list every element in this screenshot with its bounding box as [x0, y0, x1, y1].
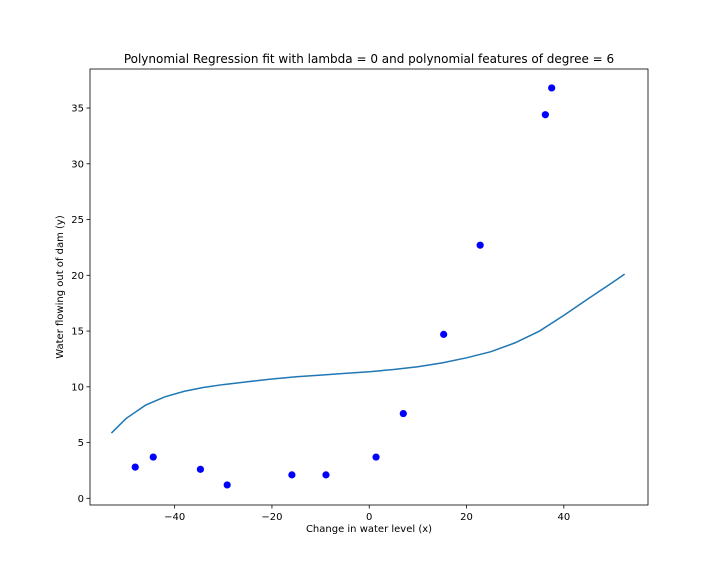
plot-area: −40 −20 0 20 40 0 5 10 15 20 25 30 35	[71, 68, 649, 523]
data-point	[149, 453, 157, 461]
y-tick-label: 35	[71, 104, 84, 115]
y-tick-label: 0	[78, 494, 84, 505]
data-point	[440, 330, 448, 338]
x-axis-ticks: −40 −20 0 20 40	[164, 505, 570, 523]
y-axis-label: Water flowing out of dam (y)	[55, 215, 66, 359]
data-point	[541, 111, 549, 119]
y-tick-label: 20	[71, 271, 84, 282]
chart-title: Polynomial Regression fit with lambda = …	[124, 52, 614, 66]
data-point	[476, 241, 484, 249]
data-points-layer	[131, 84, 556, 489]
y-tick-label: 10	[71, 382, 84, 393]
y-tick-label: 5	[78, 438, 84, 449]
data-point	[223, 481, 231, 489]
y-tick-label: 25	[71, 215, 84, 226]
data-point	[322, 471, 330, 479]
data-point	[399, 409, 407, 418]
fit-curve	[110, 273, 626, 434]
y-tick-label: 15	[71, 327, 84, 338]
data-point	[131, 463, 139, 471]
data-point	[288, 471, 296, 479]
x-tick-label: 20	[460, 512, 473, 523]
x-tick-label: 40	[557, 512, 570, 523]
x-axis-label: Change in water level (x)	[306, 524, 432, 535]
x-tick-label: 0	[366, 512, 372, 523]
y-tick-label: 30	[71, 159, 84, 170]
y-axis-ticks: 0 5 10 15 20 25 30 35	[71, 104, 90, 505]
data-point	[372, 453, 380, 461]
fit-curve-layer	[110, 273, 626, 434]
x-tick-label: −40	[164, 512, 185, 523]
data-point	[196, 465, 205, 473]
data-point	[548, 84, 556, 92]
x-tick-label: −20	[261, 512, 282, 523]
